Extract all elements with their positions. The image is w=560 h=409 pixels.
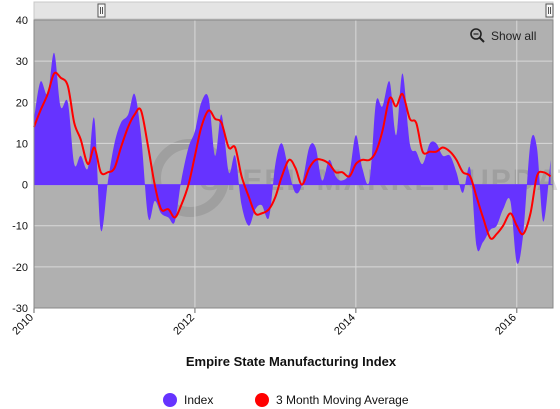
- y-tick-label: -10: [12, 221, 28, 233]
- y-tick-label: 10: [16, 138, 28, 150]
- y-tick-label: -20: [12, 262, 28, 274]
- x-axis: 2010 2012 2014 2016: [10, 308, 519, 337]
- y-tick-label: 20: [16, 97, 28, 109]
- plot-border: [33, 19, 554, 309]
- legend-label-moving-average: 3 Month Moving Average: [276, 393, 409, 407]
- magnifier-icon: [470, 28, 485, 43]
- chart-title: Empire State Manufacturing Index: [186, 354, 397, 369]
- y-tick-label: 30: [16, 56, 28, 68]
- legend-swatch-index: [163, 393, 177, 407]
- moving-average-series: [33, 71, 552, 240]
- navigator-bar[interactable]: [33, 1, 554, 20]
- moving-average-line: [33, 71, 552, 240]
- show-all-label: Show all: [491, 29, 536, 43]
- show-all-button[interactable]: Show all: [462, 25, 546, 47]
- y-tick-label: 0: [22, 180, 28, 192]
- x-tick-label: 2016: [493, 312, 519, 338]
- y-axis: 40 30 20 10 0 -10 -20 -30: [12, 15, 28, 315]
- x-tick-label: 2010: [10, 312, 36, 338]
- legend-label-index: Index: [184, 393, 213, 407]
- legend-swatch-moving-average: [255, 393, 269, 407]
- legend: Index 3 Month Moving Average: [163, 393, 409, 407]
- x-tick-label: 2014: [332, 312, 358, 338]
- legend-item-moving-average[interactable]: 3 Month Moving Average: [255, 393, 409, 407]
- navigator-handle-right[interactable]: [545, 3, 554, 18]
- x-tick-label: 2012: [171, 312, 197, 338]
- navigator-handle-left[interactable]: [97, 3, 106, 18]
- y-tick-label: 40: [16, 15, 28, 27]
- y-tick-label: -30: [12, 303, 28, 315]
- legend-item-index[interactable]: Index: [163, 393, 213, 407]
